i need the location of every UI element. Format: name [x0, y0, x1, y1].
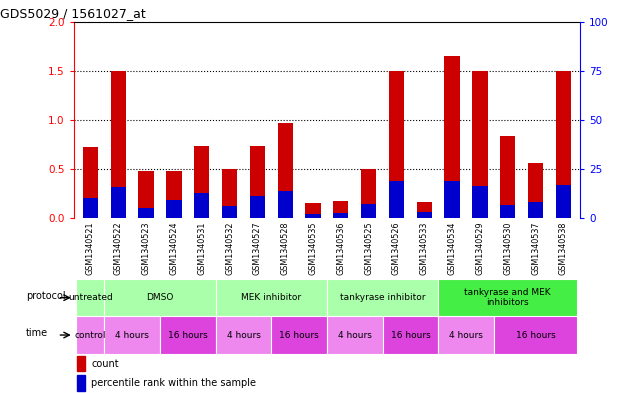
Text: 16 hours: 16 hours: [279, 331, 319, 340]
Text: GSM1340536: GSM1340536: [337, 221, 345, 275]
Bar: [278, 191, 293, 218]
Text: GSM1340532: GSM1340532: [225, 221, 234, 275]
Bar: [104, 279, 215, 316]
Bar: [222, 169, 237, 218]
Bar: [417, 202, 432, 218]
Text: 4 hours: 4 hours: [338, 331, 372, 340]
Bar: [327, 279, 438, 316]
Text: GDS5029 / 1561027_at: GDS5029 / 1561027_at: [0, 7, 146, 20]
Bar: [528, 163, 543, 218]
Bar: [305, 214, 320, 218]
Text: MEK inhibitor: MEK inhibitor: [241, 293, 301, 302]
Text: tankyrase and MEK
inhibitors: tankyrase and MEK inhibitors: [465, 288, 551, 307]
Bar: [250, 196, 265, 218]
Bar: [271, 316, 327, 354]
Bar: [215, 316, 271, 354]
Text: GSM1340523: GSM1340523: [142, 221, 151, 275]
Bar: [111, 187, 126, 218]
Text: percentile rank within the sample: percentile rank within the sample: [91, 378, 256, 388]
Text: protocol: protocol: [26, 291, 65, 301]
Bar: [104, 316, 160, 354]
Bar: [76, 279, 104, 316]
Bar: [383, 316, 438, 354]
Bar: [494, 316, 578, 354]
Bar: [76, 316, 104, 354]
Bar: [194, 146, 210, 218]
Text: DMSO: DMSO: [146, 293, 174, 302]
Text: 4 hours: 4 hours: [449, 331, 483, 340]
Bar: [361, 169, 376, 218]
Bar: [166, 171, 181, 218]
Bar: [83, 198, 98, 218]
Text: 16 hours: 16 hours: [168, 331, 208, 340]
Bar: [361, 204, 376, 218]
Text: GSM1340527: GSM1340527: [253, 221, 262, 275]
Bar: [160, 316, 215, 354]
Bar: [215, 279, 327, 316]
Text: GSM1340529: GSM1340529: [476, 221, 485, 275]
Bar: [138, 171, 154, 218]
Bar: [278, 123, 293, 218]
Text: GSM1340537: GSM1340537: [531, 221, 540, 275]
Text: count: count: [91, 358, 119, 369]
Text: GSM1340524: GSM1340524: [169, 221, 178, 275]
Bar: [444, 181, 460, 218]
Bar: [438, 316, 494, 354]
Bar: [500, 136, 515, 218]
Bar: [83, 147, 98, 218]
Text: untreated: untreated: [68, 293, 113, 302]
Bar: [389, 71, 404, 218]
Text: GSM1340531: GSM1340531: [197, 221, 206, 275]
Bar: [327, 316, 383, 354]
Text: GSM1340538: GSM1340538: [559, 221, 568, 275]
Bar: [77, 375, 85, 391]
Bar: [500, 205, 515, 218]
Text: GSM1340534: GSM1340534: [447, 221, 456, 275]
Text: GSM1340522: GSM1340522: [113, 221, 122, 275]
Bar: [417, 212, 432, 218]
Text: 16 hours: 16 hours: [516, 331, 556, 340]
Bar: [472, 71, 488, 218]
Bar: [556, 71, 571, 218]
Text: GSM1340526: GSM1340526: [392, 221, 401, 275]
Text: GSM1340528: GSM1340528: [281, 221, 290, 275]
Bar: [528, 202, 543, 218]
Bar: [556, 185, 571, 218]
Bar: [438, 279, 578, 316]
Bar: [222, 206, 237, 218]
Bar: [444, 56, 460, 218]
Bar: [166, 200, 181, 218]
Bar: [111, 71, 126, 218]
Text: GSM1340530: GSM1340530: [503, 221, 512, 275]
Text: tankyrase inhibitor: tankyrase inhibitor: [340, 293, 426, 302]
Text: control: control: [74, 331, 106, 340]
Bar: [138, 208, 154, 218]
Text: GSM1340525: GSM1340525: [364, 221, 373, 275]
Bar: [77, 356, 85, 371]
Text: GSM1340521: GSM1340521: [86, 221, 95, 275]
Bar: [472, 185, 488, 218]
Bar: [389, 181, 404, 218]
Text: time: time: [26, 328, 48, 338]
Text: 4 hours: 4 hours: [115, 331, 149, 340]
Text: GSM1340533: GSM1340533: [420, 221, 429, 275]
Bar: [305, 203, 320, 218]
Text: 16 hours: 16 hours: [390, 331, 430, 340]
Bar: [333, 201, 349, 218]
Bar: [333, 213, 349, 218]
Bar: [194, 193, 210, 218]
Text: 4 hours: 4 hours: [226, 331, 260, 340]
Text: GSM1340535: GSM1340535: [308, 221, 317, 275]
Bar: [250, 146, 265, 218]
